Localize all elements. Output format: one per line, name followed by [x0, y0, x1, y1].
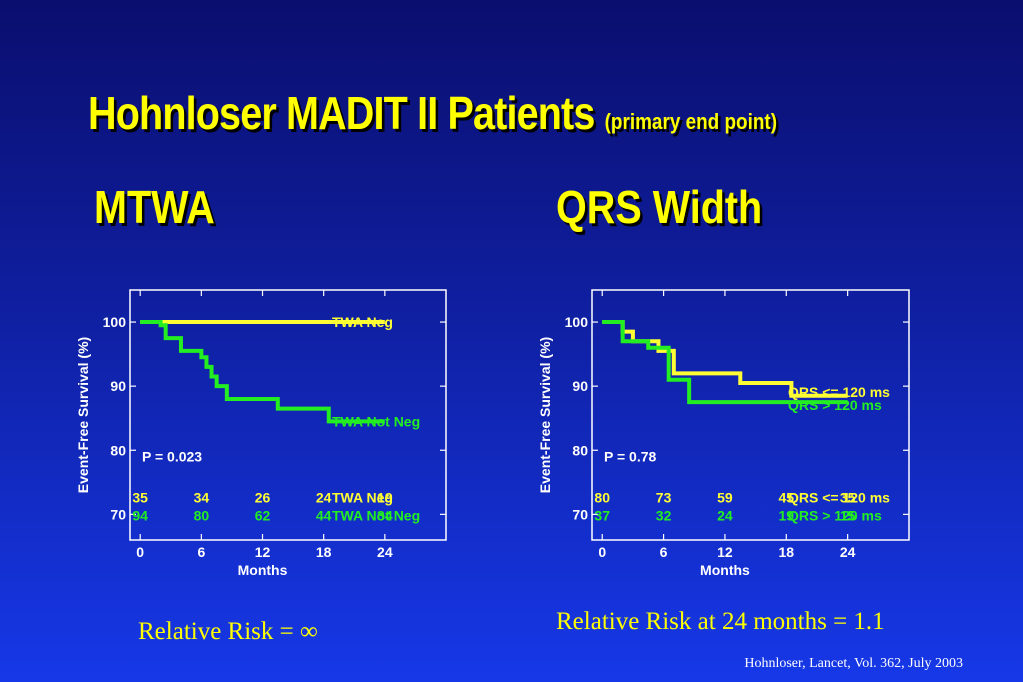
series-line-secondary: [602, 320, 848, 405]
y-tick-label: 90: [572, 378, 588, 394]
at-risk-count: 94: [132, 508, 148, 524]
x-tick-label: 0: [598, 544, 606, 560]
x-tick-label: 12: [255, 544, 271, 560]
y-tick-label: 80: [110, 442, 126, 458]
at-risk-count: 80: [594, 490, 610, 506]
at-risk-count: 35: [132, 490, 148, 506]
p-value-annotation: P = 0.78: [604, 449, 657, 465]
page-title: Hohnloser MADIT II Patients (primary end…: [88, 86, 777, 140]
at-risk-count: 34: [377, 508, 393, 524]
relative-risk-right: Relative Risk at 24 months = 1.1: [556, 608, 885, 635]
at-risk-count: 73: [656, 490, 672, 506]
at-risk-count: 15: [840, 508, 856, 524]
at-risk-count: 59: [717, 490, 733, 506]
y-tick-label: 100: [565, 314, 589, 330]
series-end-label: QRS > 120 ms: [788, 397, 882, 413]
at-risk-count: 45: [779, 490, 795, 506]
at-risk-row-label: QRS <= 120 ms: [788, 490, 890, 506]
at-risk-count: 35: [840, 490, 856, 506]
at-risk-count: 26: [255, 490, 271, 506]
series-line-secondary: [140, 320, 385, 424]
p-value-annotation: P = 0.023: [142, 449, 202, 465]
y-axis-label: Event-Free Survival (%): [75, 337, 91, 493]
at-risk-count: 24: [717, 508, 733, 524]
chart-mtwa: 0 6 12 18 24 70 80 90 100 Months Event-Free Surviv…: [75, 289, 447, 578]
x-axis-label: Months: [700, 562, 750, 578]
plot-frame: [591, 289, 910, 541]
at-risk-row-label: QRS > 120 ms: [788, 508, 882, 524]
x-tick-label: 18: [316, 544, 332, 560]
citation: Hohnloser, Lancet, Vol. 362, July 2003: [744, 656, 963, 671]
page-title-sub: (primary end point): [604, 109, 778, 134]
y-tick-label: 90: [110, 378, 126, 394]
x-tick-label: 24: [840, 544, 856, 560]
x-tick-label: 0: [136, 544, 144, 560]
at-risk-count: 19: [377, 490, 393, 506]
section-title-qrs-width: QRS Width: [556, 181, 763, 233]
chart-qrs-width: 0 6 12 18 24 70 80 90 100 Months Event-Free Surviv…: [537, 289, 910, 578]
at-risk-count: 32: [656, 508, 672, 524]
series-end-label: TWA Not Neg: [332, 413, 420, 429]
y-tick-label: 80: [572, 442, 588, 458]
at-risk-count: 19: [779, 508, 795, 524]
at-risk-count: 80: [194, 508, 210, 524]
y-tick-label: 70: [572, 506, 588, 522]
at-risk-row-label: TWA Neg: [332, 490, 393, 506]
x-axis-label: Months: [238, 562, 288, 578]
y-axis-label: Event-Free Survival (%): [537, 337, 553, 493]
at-risk-count: 24: [316, 490, 332, 506]
x-tick-label: 24: [377, 544, 393, 560]
series-end-label: TWA Neg: [332, 314, 393, 330]
x-tick-label: 6: [660, 544, 668, 560]
y-tick-label: 100: [103, 314, 127, 330]
relative-risk-left: Relative Risk = ∞: [138, 618, 318, 645]
series-end-label: QRS <= 120 ms: [788, 384, 890, 400]
y-tick-label: 70: [110, 506, 126, 522]
x-tick-label: 18: [779, 544, 795, 560]
at-risk-count: 44: [316, 508, 332, 524]
x-tick-label: 12: [717, 544, 733, 560]
section-title-mtwa: MTWA: [94, 181, 215, 233]
at-risk-row-label: TWA Not Neg: [332, 508, 420, 524]
page-title-main: Hohnloser MADIT II Patients: [88, 87, 595, 139]
at-risk-count: 37: [594, 508, 610, 524]
x-tick-label: 6: [197, 544, 205, 560]
at-risk-count: 34: [194, 490, 210, 506]
at-risk-count: 62: [255, 508, 271, 524]
plot-frame: [129, 289, 447, 541]
